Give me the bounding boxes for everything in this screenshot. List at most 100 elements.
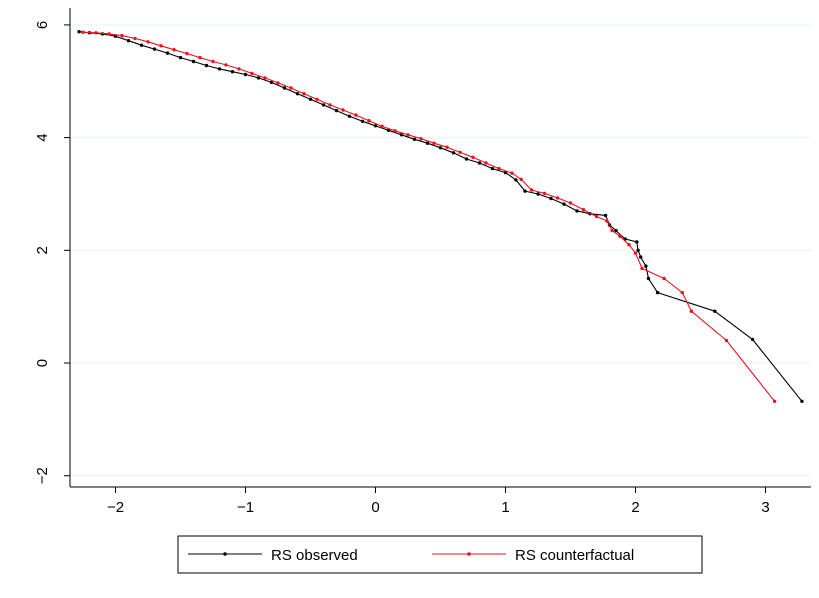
series-0-point-41 [603,213,608,218]
x-tick-label-4: 2 [631,499,639,516]
y-tick-label-4: 6 [34,21,51,29]
series-1-point-29 [458,150,462,154]
series-1-point-32 [497,166,501,171]
series-1-point-30 [471,155,475,159]
series-1-point-15 [276,81,280,85]
series-0-point-17 [295,92,300,96]
series-0-point-34 [514,178,518,182]
series-0-point-29 [451,151,456,155]
legend: RS observed RS counterfactual [177,535,703,574]
series-1-point-27 [432,141,436,145]
series-1-point-45 [633,251,638,255]
x-tick-label-3: 1 [501,499,509,516]
series-0-point-32 [490,166,495,171]
series-1-point-17 [302,92,306,96]
series-0-point-27 [425,141,430,145]
series-0-point-9 [191,59,196,64]
y-tick-label-3: 4 [34,133,51,141]
series-1-point-49 [689,309,694,313]
series-1-point-0 [81,30,85,34]
series-1-point-41 [605,219,609,223]
series-0-point-18 [308,97,313,102]
series-0-point-50 [655,290,660,295]
series-0-point-45 [635,240,639,244]
series-1-point-38 [568,201,573,205]
series-1-point-12 [237,67,241,71]
series-1-point-13 [250,71,254,76]
series-1-point-25 [406,133,410,137]
series-1-point-14 [263,76,267,80]
series-1-point-8 [185,51,189,56]
series-0-point-35 [523,189,527,193]
series-0-point-31 [477,161,482,165]
series-0-point-21 [347,114,352,118]
series-1-point-36 [542,191,547,196]
series-1-point-43 [618,234,622,238]
series-0-point-19 [321,103,326,107]
series-1-point-23 [380,124,384,128]
series-line-1 [82,31,776,402]
series-0-point-30 [464,157,469,161]
series-0-point-38 [562,202,566,206]
x-tick-label-1: −1 [237,499,254,516]
x-tick-label-0: −2 [107,499,124,516]
series-1-point-6 [159,44,163,48]
series-1-point-21 [354,113,358,117]
grid-layer [70,24,811,477]
series-0-point-22 [360,119,365,124]
series-0-point-26 [412,137,417,141]
series-1-point-4 [133,36,137,41]
series-1-point-33 [510,171,514,175]
series-1-point-28 [445,145,449,149]
series-1-point-26 [419,137,423,141]
series-0-point-13 [243,72,248,77]
series-1-point-24 [393,129,397,133]
series-1-point-9 [198,55,202,60]
series-1-point-19 [328,103,332,107]
series-1-point-48 [680,290,684,295]
axis-layer: −2 0 2 4 6 −2 −1 0 1 2 3 [34,8,811,516]
series-1-point-11 [224,63,228,67]
y-tick-label-2: 2 [34,246,51,254]
series-0-point-20 [334,108,339,113]
series-1-point-47 [662,276,666,281]
series-0-point-0 [77,30,81,34]
series-0-point-39 [575,209,579,213]
series-0-point-12 [230,70,235,74]
series-1-point-16 [289,86,293,90]
series-1-point-44 [627,243,631,247]
series-1-point-1 [94,31,98,35]
series-1-point-7 [172,48,176,52]
series-0-point-14 [256,76,261,80]
series-1-point-37 [555,196,560,200]
series-1-point-34 [519,177,523,181]
series-0-point-53 [800,399,804,403]
series-0-point-8 [178,55,183,60]
series-1-point-42 [610,228,614,233]
y-tick-label-1: 0 [34,359,51,367]
series-0-point-51 [713,309,717,313]
x-tick-label-5: 3 [761,499,769,516]
series-1-point-31 [484,161,488,165]
series-1-point-2 [107,32,111,36]
legend-marker-observed [223,552,227,556]
series-1-point-46 [640,266,644,271]
series-1-point-39 [581,208,586,212]
legend-label-counterfactual: RS counterfactual [515,547,634,564]
series-1-point-51 [772,399,777,403]
series-0-point-10 [204,63,209,68]
y-tick-label-0: −2 [34,467,51,484]
series-line-0 [79,31,803,402]
series-1-point-22 [367,119,371,123]
series-1-point-35 [529,188,534,192]
series-0-point-23 [373,124,378,128]
series-0-point-47 [639,255,643,259]
series-1-point-3 [120,33,124,38]
series-1-point-50 [724,338,729,343]
series-layer [77,30,804,403]
series-0-point-7 [165,51,170,55]
series-0-point-28 [438,146,443,150]
series-0-point-6 [152,47,157,51]
series-1-point-40 [594,214,599,219]
